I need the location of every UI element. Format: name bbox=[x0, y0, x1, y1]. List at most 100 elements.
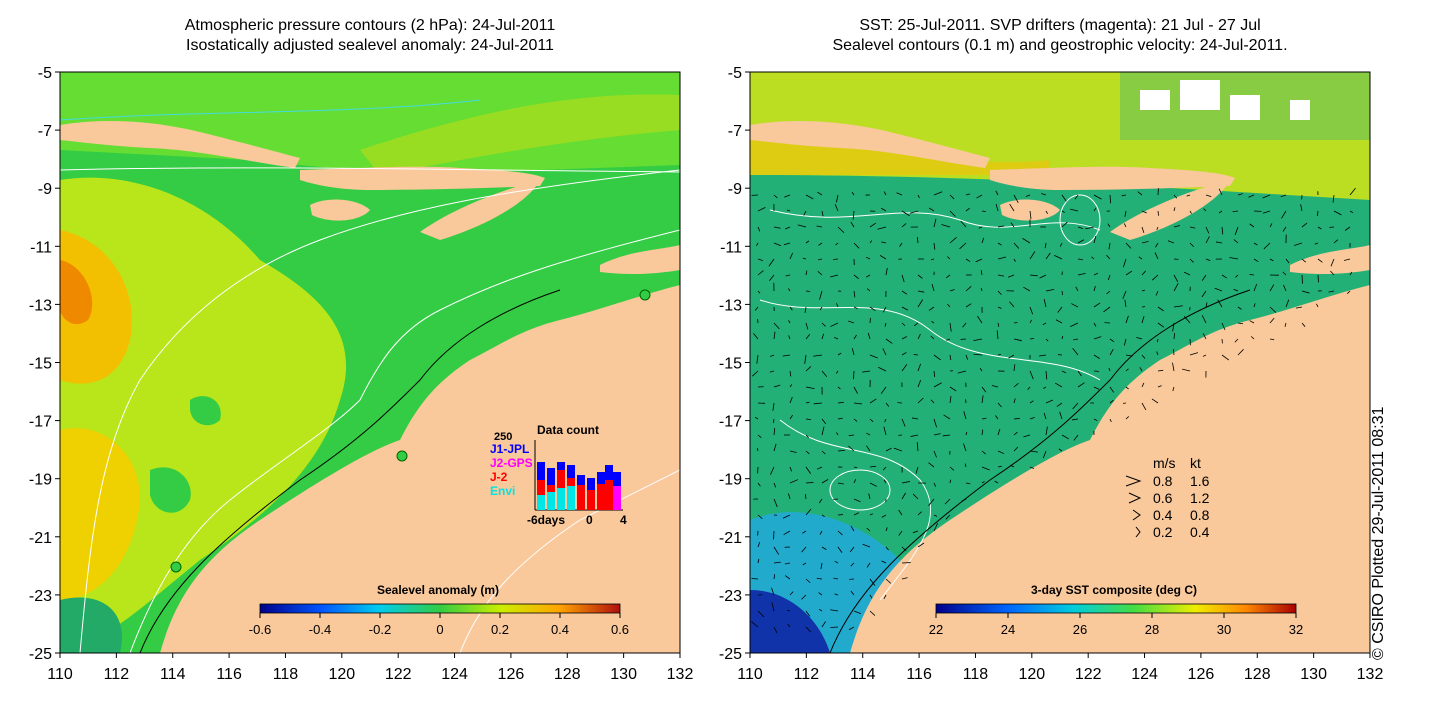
velocity-arrow bbox=[848, 320, 855, 324]
velocity-arrow bbox=[1317, 258, 1323, 263]
velocity-arrow bbox=[837, 546, 843, 553]
velocity-arrow bbox=[930, 399, 935, 404]
velocity-arrow bbox=[1045, 210, 1048, 215]
velocity-arrow bbox=[1215, 241, 1223, 244]
velocity-arrow bbox=[789, 591, 794, 596]
velocity-arrow bbox=[773, 331, 776, 340]
velocity-arrow bbox=[773, 561, 781, 564]
velocity-arrow bbox=[773, 482, 777, 488]
velocity-arrow bbox=[1077, 239, 1085, 244]
inset-bar bbox=[605, 480, 613, 510]
velocity-arrow bbox=[849, 546, 855, 553]
velocity-arrow bbox=[1316, 303, 1319, 308]
velocity-arrow bbox=[917, 511, 922, 516]
velocity-arrow bbox=[901, 336, 908, 340]
velocity-arrow bbox=[997, 290, 1002, 295]
velocity-arrow bbox=[930, 335, 935, 340]
velocity-arrow bbox=[916, 237, 919, 244]
velocity-arrow bbox=[1173, 282, 1179, 292]
sst-cold-pocket bbox=[750, 590, 830, 653]
velocity-arrow bbox=[1282, 271, 1287, 276]
velocity-arrow bbox=[1262, 194, 1271, 199]
speed-arrow-icon bbox=[1125, 475, 1142, 487]
left-map bbox=[60, 72, 680, 653]
velocity-arrow bbox=[1007, 274, 1015, 278]
velocity-arrow bbox=[1071, 418, 1079, 421]
velocity-arrow bbox=[997, 256, 1007, 260]
velocity-arrow bbox=[1125, 416, 1130, 420]
velocity-arrow bbox=[901, 364, 908, 372]
velocity-arrow bbox=[783, 242, 791, 246]
sla-colorbar-bar bbox=[259, 603, 621, 614]
velocity-arrow bbox=[783, 530, 791, 536]
velocity-arrow bbox=[1233, 239, 1239, 244]
speed-kt-value: 0.8 bbox=[1190, 507, 1210, 523]
velocity-arrow bbox=[757, 514, 763, 520]
velocity-arrow bbox=[960, 220, 967, 228]
velocity-arrow bbox=[869, 398, 877, 404]
velocity-arrow bbox=[804, 494, 807, 500]
velocity-arrow bbox=[917, 299, 924, 308]
velocity-arrow bbox=[1141, 382, 1145, 388]
velocity-arrow bbox=[1217, 299, 1223, 308]
velocity-arrow bbox=[1072, 402, 1079, 410]
velocity-arrow bbox=[1221, 322, 1226, 331]
velocity-arrow bbox=[771, 602, 775, 612]
velocity-arrow bbox=[805, 508, 812, 516]
left-land-java bbox=[60, 120, 300, 168]
velocity-arrow bbox=[1009, 301, 1015, 308]
velocity-arrow bbox=[1283, 284, 1287, 292]
velocity-arrow bbox=[869, 513, 873, 516]
velocity-arrow bbox=[1077, 272, 1086, 276]
velocity-arrow bbox=[821, 546, 827, 550]
velocity-arrow bbox=[1173, 207, 1176, 212]
velocity-arrow bbox=[965, 303, 972, 308]
velocity-arrow bbox=[787, 288, 791, 292]
velocity-arrow bbox=[1237, 306, 1242, 310]
velocity-arrow bbox=[901, 306, 909, 311]
right-isobath-contour bbox=[829, 289, 1251, 653]
sla-colorbar-tick-label: 0.2 bbox=[491, 622, 509, 637]
velocity-arrow bbox=[962, 322, 967, 328]
velocity-arrow bbox=[819, 306, 823, 311]
right-axes: -5 -7 -9 -11 -13 -15 -17 -19 -21 -23 -25 110 112 114 1… bbox=[719, 65, 1384, 683]
right-land-nusa-tenggara bbox=[990, 166, 1235, 190]
sla-south-low bbox=[60, 597, 122, 653]
inset-bar bbox=[557, 488, 565, 510]
velocity-arrow bbox=[853, 306, 858, 310]
velocity-arrow bbox=[752, 370, 759, 377]
velocity-arrow bbox=[818, 258, 823, 261]
velocity-arrow bbox=[880, 386, 887, 394]
velocity-arrow bbox=[949, 194, 955, 200]
left-lat-label: -9 bbox=[38, 181, 52, 198]
velocity-arrow bbox=[901, 290, 908, 295]
velocity-arrow bbox=[1061, 290, 1063, 296]
velocity-arrow bbox=[917, 542, 925, 548]
velocity-arrow bbox=[965, 207, 970, 212]
velocity-arrow bbox=[1013, 418, 1020, 420]
right-lon-label: 118 bbox=[963, 666, 989, 683]
velocity-arrow bbox=[1157, 385, 1162, 388]
velocity-arrow bbox=[1125, 242, 1132, 249]
velocity-arrow bbox=[789, 479, 799, 484]
velocity-arrow bbox=[909, 210, 919, 214]
inset-bar bbox=[613, 486, 621, 510]
velocity-arrow bbox=[757, 541, 761, 548]
inset-bar bbox=[587, 490, 595, 510]
velocity-arrow bbox=[981, 450, 986, 455]
velocity-arrow bbox=[788, 335, 791, 340]
velocity-arrow bbox=[851, 348, 855, 356]
velocity-arrow bbox=[973, 353, 983, 356]
velocity-arrow bbox=[819, 609, 823, 612]
velocity-arrow bbox=[816, 466, 823, 470]
sst-eddy-contour bbox=[1059, 194, 1101, 246]
velocity-arrow bbox=[1042, 322, 1047, 326]
velocity-arrow bbox=[1344, 226, 1351, 231]
inset-bar bbox=[577, 485, 585, 510]
left-lat-label: -21 bbox=[29, 530, 52, 547]
right-lat-label: -11 bbox=[720, 239, 742, 256]
velocity-arrow bbox=[771, 587, 775, 596]
sst-colorbar-tick-label: 32 bbox=[1289, 622, 1303, 637]
